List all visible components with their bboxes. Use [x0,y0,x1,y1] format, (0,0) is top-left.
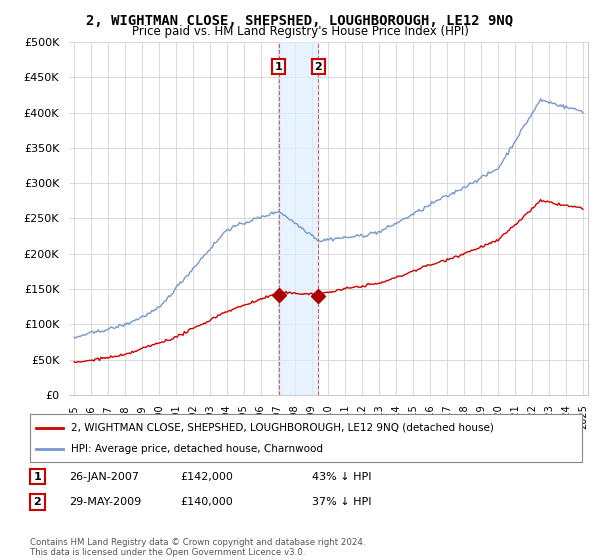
Text: 2, WIGHTMAN CLOSE, SHEPSHED, LOUGHBOROUGH, LE12 9NQ (detached house): 2, WIGHTMAN CLOSE, SHEPSHED, LOUGHBOROUG… [71,423,494,433]
Text: 43% ↓ HPI: 43% ↓ HPI [312,472,371,482]
Text: 1: 1 [275,62,283,72]
Text: HPI: Average price, detached house, Charnwood: HPI: Average price, detached house, Char… [71,444,323,454]
Text: 26-JAN-2007: 26-JAN-2007 [69,472,139,482]
Text: 37% ↓ HPI: 37% ↓ HPI [312,497,371,507]
Text: 2: 2 [34,497,41,507]
Text: £142,000: £142,000 [180,472,233,482]
Text: Contains HM Land Registry data © Crown copyright and database right 2024.
This d: Contains HM Land Registry data © Crown c… [30,538,365,557]
Text: 29-MAY-2009: 29-MAY-2009 [69,497,141,507]
Bar [279,42,319,395]
Text: 1: 1 [34,472,41,482]
Text: Price paid vs. HM Land Registry's House Price Index (HPI): Price paid vs. HM Land Registry's House … [131,25,469,38]
Text: 2: 2 [314,62,322,72]
Text: 2, WIGHTMAN CLOSE, SHEPSHED, LOUGHBOROUGH, LE12 9NQ: 2, WIGHTMAN CLOSE, SHEPSHED, LOUGHBOROUG… [86,14,514,28]
Text: £140,000: £140,000 [180,497,233,507]
